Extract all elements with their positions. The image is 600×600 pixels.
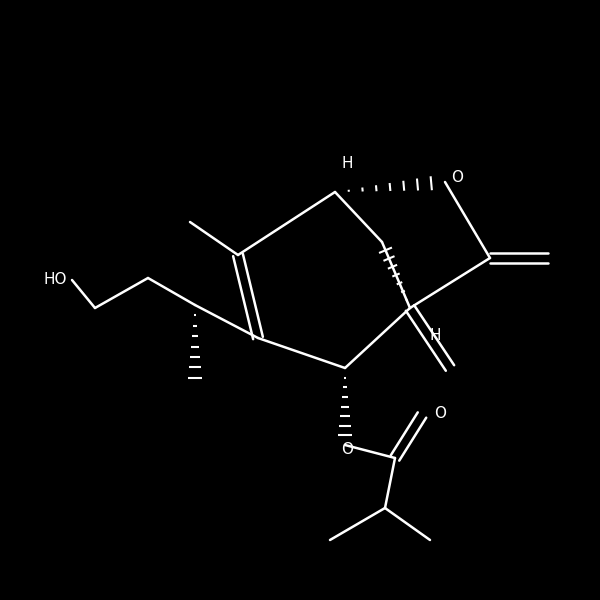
Text: H: H [429,329,441,343]
Text: O: O [341,443,353,457]
Text: HO: HO [44,272,67,287]
Text: O: O [434,406,446,421]
Text: H: H [341,157,353,172]
Text: O: O [451,169,463,185]
